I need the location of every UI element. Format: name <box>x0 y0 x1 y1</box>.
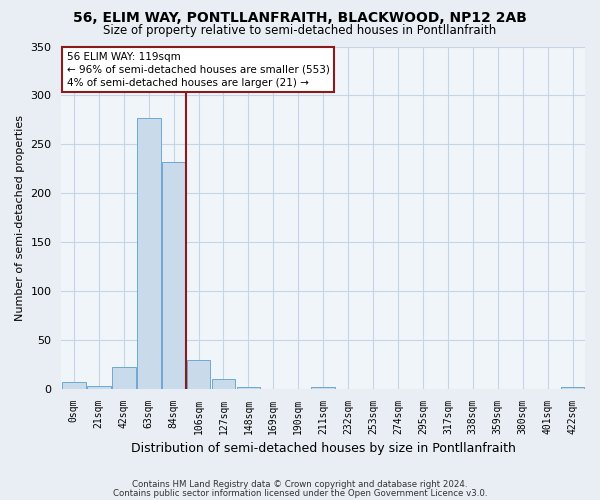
Text: 56, ELIM WAY, PONTLLANFRAITH, BLACKWOOD, NP12 2AB: 56, ELIM WAY, PONTLLANFRAITH, BLACKWOOD,… <box>73 11 527 25</box>
Bar <box>87 386 110 388</box>
Bar <box>311 386 335 388</box>
Bar <box>560 386 584 388</box>
Y-axis label: Number of semi-detached properties: Number of semi-detached properties <box>15 114 25 320</box>
Bar <box>212 379 235 388</box>
Bar <box>62 382 86 388</box>
Text: Contains public sector information licensed under the Open Government Licence v3: Contains public sector information licen… <box>113 488 487 498</box>
Bar <box>137 118 161 388</box>
Bar <box>162 162 185 388</box>
Bar <box>236 386 260 388</box>
Text: 56 ELIM WAY: 119sqm
← 96% of semi-detached houses are smaller (553)
4% of semi-d: 56 ELIM WAY: 119sqm ← 96% of semi-detach… <box>67 52 329 88</box>
Bar <box>187 360 211 388</box>
Text: Contains HM Land Registry data © Crown copyright and database right 2024.: Contains HM Land Registry data © Crown c… <box>132 480 468 489</box>
Bar <box>112 367 136 388</box>
X-axis label: Distribution of semi-detached houses by size in Pontllanfraith: Distribution of semi-detached houses by … <box>131 442 515 455</box>
Text: Size of property relative to semi-detached houses in Pontllanfraith: Size of property relative to semi-detach… <box>103 24 497 37</box>
